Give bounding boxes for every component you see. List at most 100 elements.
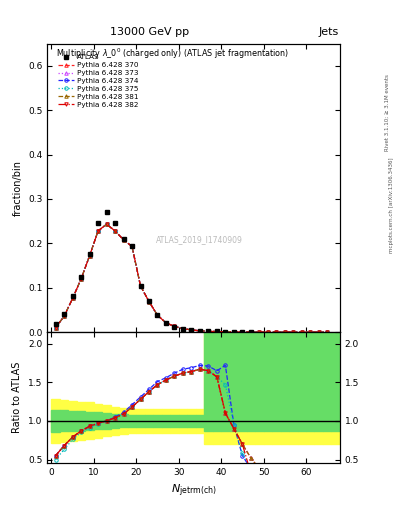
ATLAS bbox=[172, 324, 177, 330]
Pythia 6.428 382 bbox=[308, 329, 312, 335]
Bar bbox=[306, 332, 314, 444]
Pythia 6.428 374 bbox=[70, 295, 75, 302]
Pythia 6.428 382 bbox=[231, 329, 236, 335]
Pythia 6.428 375 bbox=[87, 253, 92, 259]
Pythia 6.428 373 bbox=[96, 228, 101, 234]
Pythia 6.428 373 bbox=[265, 329, 270, 335]
Pythia 6.428 373 bbox=[231, 329, 236, 335]
Pythia 6.428 382 bbox=[62, 313, 66, 319]
Pythia 6.428 374 bbox=[265, 329, 270, 335]
Pythia 6.428 370 bbox=[316, 329, 321, 335]
ATLAS bbox=[240, 329, 245, 335]
Pythia 6.428 373 bbox=[163, 320, 168, 326]
Bar bbox=[68, 401, 77, 441]
Pythia 6.428 375 bbox=[316, 329, 321, 335]
Pythia 6.428 381 bbox=[79, 276, 83, 282]
Bar bbox=[314, 332, 323, 444]
Pythia 6.428 373 bbox=[189, 327, 194, 333]
Bar bbox=[213, 332, 221, 444]
ATLAS bbox=[79, 273, 83, 280]
Bar bbox=[306, 332, 314, 431]
Pythia 6.428 374 bbox=[163, 320, 168, 326]
Pythia 6.428 370 bbox=[163, 320, 168, 326]
ATLAS bbox=[248, 329, 253, 335]
Pythia 6.428 374 bbox=[325, 329, 330, 335]
Pythia 6.428 375 bbox=[163, 320, 168, 326]
Pythia 6.428 370 bbox=[283, 329, 287, 335]
Pythia 6.428 375 bbox=[147, 298, 151, 305]
Bar bbox=[238, 332, 246, 444]
Pythia 6.428 374 bbox=[308, 329, 312, 335]
Bar bbox=[77, 401, 85, 440]
Bar bbox=[281, 332, 289, 431]
Text: Rivet 3.1.10; ≥ 3.1M events: Rivet 3.1.10; ≥ 3.1M events bbox=[385, 74, 389, 151]
Bar bbox=[221, 332, 230, 431]
Bar bbox=[179, 415, 187, 427]
Pythia 6.428 375 bbox=[181, 326, 185, 332]
Pythia 6.428 374 bbox=[198, 328, 202, 334]
Pythia 6.428 381 bbox=[130, 243, 134, 249]
Bar bbox=[230, 332, 238, 444]
Bar bbox=[230, 332, 238, 431]
Bar bbox=[77, 411, 85, 431]
ATLAS bbox=[215, 328, 219, 334]
Pythia 6.428 375 bbox=[130, 243, 134, 249]
Pythia 6.428 382 bbox=[181, 326, 185, 332]
Pythia 6.428 373 bbox=[223, 329, 228, 335]
Pythia 6.428 375 bbox=[121, 237, 126, 243]
Bar bbox=[298, 332, 306, 444]
Pythia 6.428 375 bbox=[299, 329, 304, 335]
Bar bbox=[94, 413, 102, 430]
Pythia 6.428 370 bbox=[130, 243, 134, 249]
Pythia 6.428 381 bbox=[274, 329, 279, 335]
Text: Jets: Jets bbox=[318, 27, 339, 37]
Pythia 6.428 381 bbox=[265, 329, 270, 335]
Pythia 6.428 381 bbox=[299, 329, 304, 335]
Pythia 6.428 375 bbox=[291, 329, 296, 335]
Line: Pythia 6.428 382: Pythia 6.428 382 bbox=[54, 223, 329, 334]
Bar bbox=[272, 332, 281, 431]
Bar bbox=[246, 332, 255, 431]
Pythia 6.428 381 bbox=[96, 228, 101, 234]
Pythia 6.428 381 bbox=[70, 295, 75, 302]
Pythia 6.428 370 bbox=[308, 329, 312, 335]
Bar bbox=[85, 402, 94, 439]
Pythia 6.428 375 bbox=[206, 328, 211, 334]
Pythia 6.428 374 bbox=[104, 221, 109, 227]
Pythia 6.428 381 bbox=[283, 329, 287, 335]
Bar bbox=[111, 407, 119, 435]
Pythia 6.428 375 bbox=[70, 295, 75, 302]
Bar bbox=[85, 412, 94, 430]
Pythia 6.428 370 bbox=[189, 327, 194, 333]
Pythia 6.428 382 bbox=[283, 329, 287, 335]
Pythia 6.428 381 bbox=[53, 325, 58, 331]
Pythia 6.428 382 bbox=[265, 329, 270, 335]
Pythia 6.428 375 bbox=[198, 328, 202, 334]
Pythia 6.428 374 bbox=[53, 325, 58, 331]
Text: mcplots.cern.ch [arXiv:1306.3436]: mcplots.cern.ch [arXiv:1306.3436] bbox=[389, 157, 393, 252]
Pythia 6.428 373 bbox=[87, 253, 92, 259]
Pythia 6.428 381 bbox=[189, 327, 194, 333]
Pythia 6.428 370 bbox=[257, 329, 262, 335]
Pythia 6.428 374 bbox=[274, 329, 279, 335]
Pythia 6.428 381 bbox=[291, 329, 296, 335]
Text: Multiplicity $\lambda\_0^0$ (charged only) (ATLAS jet fragmentation): Multiplicity $\lambda\_0^0$ (charged onl… bbox=[56, 47, 289, 61]
Bar bbox=[264, 332, 272, 444]
Bar bbox=[119, 408, 128, 434]
Bar bbox=[323, 332, 331, 431]
Pythia 6.428 373 bbox=[274, 329, 279, 335]
Pythia 6.428 370 bbox=[231, 329, 236, 335]
Pythia 6.428 381 bbox=[215, 329, 219, 335]
Line: Pythia 6.428 381: Pythia 6.428 381 bbox=[54, 223, 329, 334]
Bar bbox=[162, 415, 170, 427]
Pythia 6.428 374 bbox=[181, 326, 185, 332]
Pythia 6.428 382 bbox=[130, 243, 134, 249]
Line: Pythia 6.428 370: Pythia 6.428 370 bbox=[54, 223, 329, 334]
Pythia 6.428 374 bbox=[79, 276, 83, 282]
Bar bbox=[289, 332, 298, 444]
Bar bbox=[162, 409, 170, 433]
Pythia 6.428 373 bbox=[198, 328, 202, 334]
Pythia 6.428 370 bbox=[155, 312, 160, 318]
Pythia 6.428 370 bbox=[121, 237, 126, 243]
Bar bbox=[323, 332, 331, 444]
